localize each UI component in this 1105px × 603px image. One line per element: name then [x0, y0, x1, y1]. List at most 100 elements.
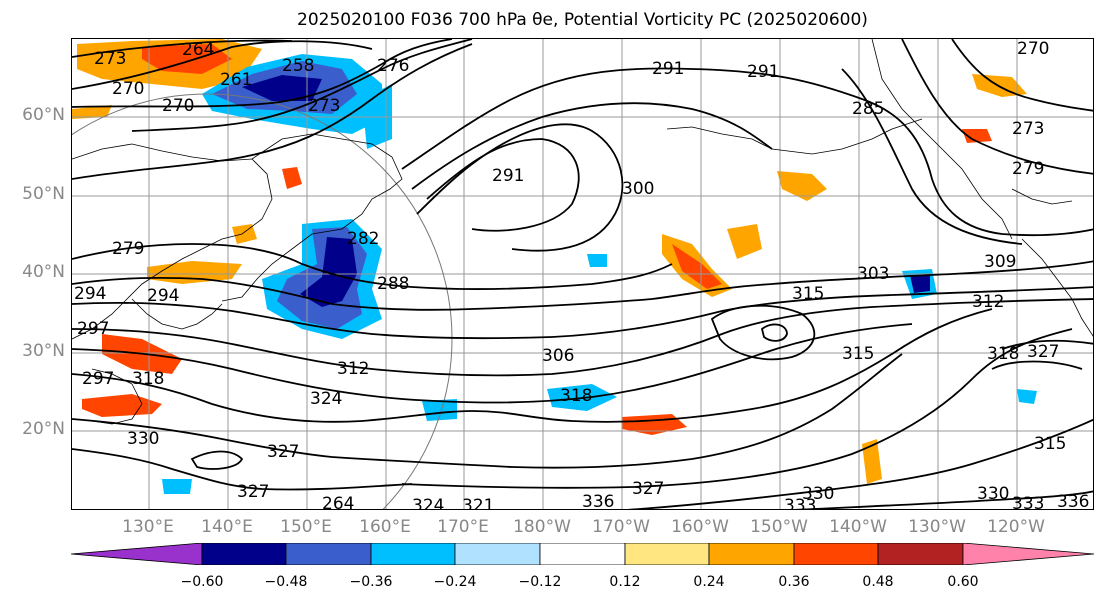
colorbar-tick-label: 0.12 [609, 574, 641, 590]
contour-label-layer: 273 264 270 261 258 273 276 270 291 291 … [74, 39, 1089, 510]
contour-label: 264 [182, 40, 214, 60]
colorbar-tick-label: −0.36 [349, 574, 393, 590]
negative-anomaly-region [587, 254, 607, 267]
colorbar-segment [71, 543, 203, 565]
positive-anomaly-region [727, 224, 762, 259]
colorbar-tick-label: −0.48 [264, 574, 308, 590]
longitude-label: 170°E [437, 517, 489, 537]
longitude-label: 150°W [750, 517, 808, 537]
graticule [72, 39, 1093, 509]
positive-anomaly-region [777, 171, 827, 201]
contour-label: 261 [220, 70, 252, 90]
positive-anomaly-region [282, 167, 302, 189]
latitude-label: 60°N [22, 105, 65, 125]
colorbar-segment [962, 543, 1094, 565]
longitude-label: 130°E [122, 517, 174, 537]
contour-label: 327 [1027, 342, 1059, 362]
colorbar-segment [539, 543, 626, 565]
latitude-label: 30°N [22, 341, 65, 361]
theta-e-contours [72, 39, 1093, 509]
contour-label: 285 [852, 99, 884, 119]
colorbar-tick-label: −0.60 [180, 574, 224, 590]
colorbar-segment [793, 543, 879, 565]
positive-anomaly-region [862, 439, 882, 484]
figure-title: 2025020100 F036 700 hPa θe, Potential Vo… [297, 10, 868, 30]
colorbar-segment [708, 543, 795, 565]
contour-label: 273 [94, 49, 126, 69]
longitude-label: 180°W [513, 517, 571, 537]
contour-label: 291 [492, 166, 524, 186]
contour-label: 330 [977, 484, 1009, 504]
positive-anomaly-region [622, 414, 687, 435]
contour-label: 324 [412, 496, 444, 510]
contour-label: 318 [132, 369, 164, 389]
contour-label: 330 [127, 429, 159, 449]
negative-anomaly-region [1017, 389, 1037, 404]
colorbar-segment [370, 543, 456, 565]
contour-label: 303 [857, 264, 889, 284]
colorbar-segment [201, 543, 287, 565]
contour-label: 297 [77, 319, 109, 339]
contour-label: 318 [987, 344, 1019, 364]
contour-label: 288 [377, 274, 409, 294]
contour-label: 315 [792, 284, 824, 304]
longitude-label: 140°W [829, 517, 887, 537]
contour-label: 294 [147, 286, 179, 306]
colorbar-tick-label: −0.12 [518, 574, 562, 590]
negative-anomaly-region [162, 479, 192, 494]
contour-label: 273 [1012, 119, 1044, 139]
colorbar-segment [454, 543, 541, 565]
colorbar-tick-label: 0.24 [693, 574, 725, 590]
latitude-label: 20°N [22, 419, 65, 439]
contour-label: 270 [162, 96, 194, 116]
longitude-label: 120°W [987, 517, 1045, 537]
contour-label: 297 [82, 369, 114, 389]
contour-label: 300 [622, 179, 654, 199]
contour-label: 270 [1017, 39, 1049, 59]
negative-anomaly-region [242, 75, 322, 101]
colorbar-tick-label: 0.48 [862, 574, 894, 590]
longitude-label: 170°W [592, 517, 650, 537]
map-panel: 273 264 270 261 258 273 276 270 291 291 … [71, 38, 1094, 510]
contour-label: 312 [972, 292, 1004, 312]
colorbar [71, 543, 1094, 565]
contour-label: 333 [1012, 494, 1044, 510]
contour-label: 282 [347, 229, 379, 249]
contour-label: 273 [308, 96, 340, 116]
latitude-label: 50°N [22, 184, 65, 204]
colorbar-tick-label: −0.24 [433, 574, 477, 590]
contour-label: 276 [377, 56, 409, 76]
contour-label: 291 [747, 62, 779, 82]
positive-anomaly-region [72, 105, 112, 119]
contour-label: 336 [1057, 492, 1089, 510]
positive-anomaly-region [142, 44, 232, 74]
contour-label: 309 [984, 252, 1016, 272]
longitude-label: 130°W [908, 517, 966, 537]
longitude-label: 160°W [671, 517, 729, 537]
positive-anomaly-region [962, 129, 992, 143]
contour-label: 321 [462, 496, 494, 510]
contour-label: 270 [112, 79, 144, 99]
contour-label: 327 [237, 482, 269, 502]
latitude-label: 40°N [22, 262, 65, 282]
pv-anomaly-shading [72, 39, 1037, 494]
contour-label: 279 [1012, 159, 1044, 179]
contour-label: 327 [632, 479, 664, 499]
colorbar-tick-label: 0.36 [778, 574, 810, 590]
colorbar-segment [285, 543, 372, 565]
map-canvas: 273 264 270 261 258 273 276 270 291 291 … [72, 39, 1093, 510]
contour-label: 327 [267, 442, 299, 462]
contour-label: 324 [310, 389, 342, 409]
colorbar-segment [624, 543, 710, 565]
contour-label: 315 [842, 344, 874, 364]
colorbar-segment [877, 543, 964, 565]
negative-anomaly-region [910, 275, 930, 293]
positive-anomaly-region [232, 224, 257, 244]
contour-label: 318 [560, 386, 592, 406]
positive-anomaly-region [82, 394, 162, 417]
longitude-label: 140°E [201, 517, 253, 537]
contour-label: 306 [542, 346, 574, 366]
contour-label: 264 [322, 494, 354, 510]
contour-label: 333 [784, 496, 816, 510]
longitude-label: 160°E [359, 517, 411, 537]
